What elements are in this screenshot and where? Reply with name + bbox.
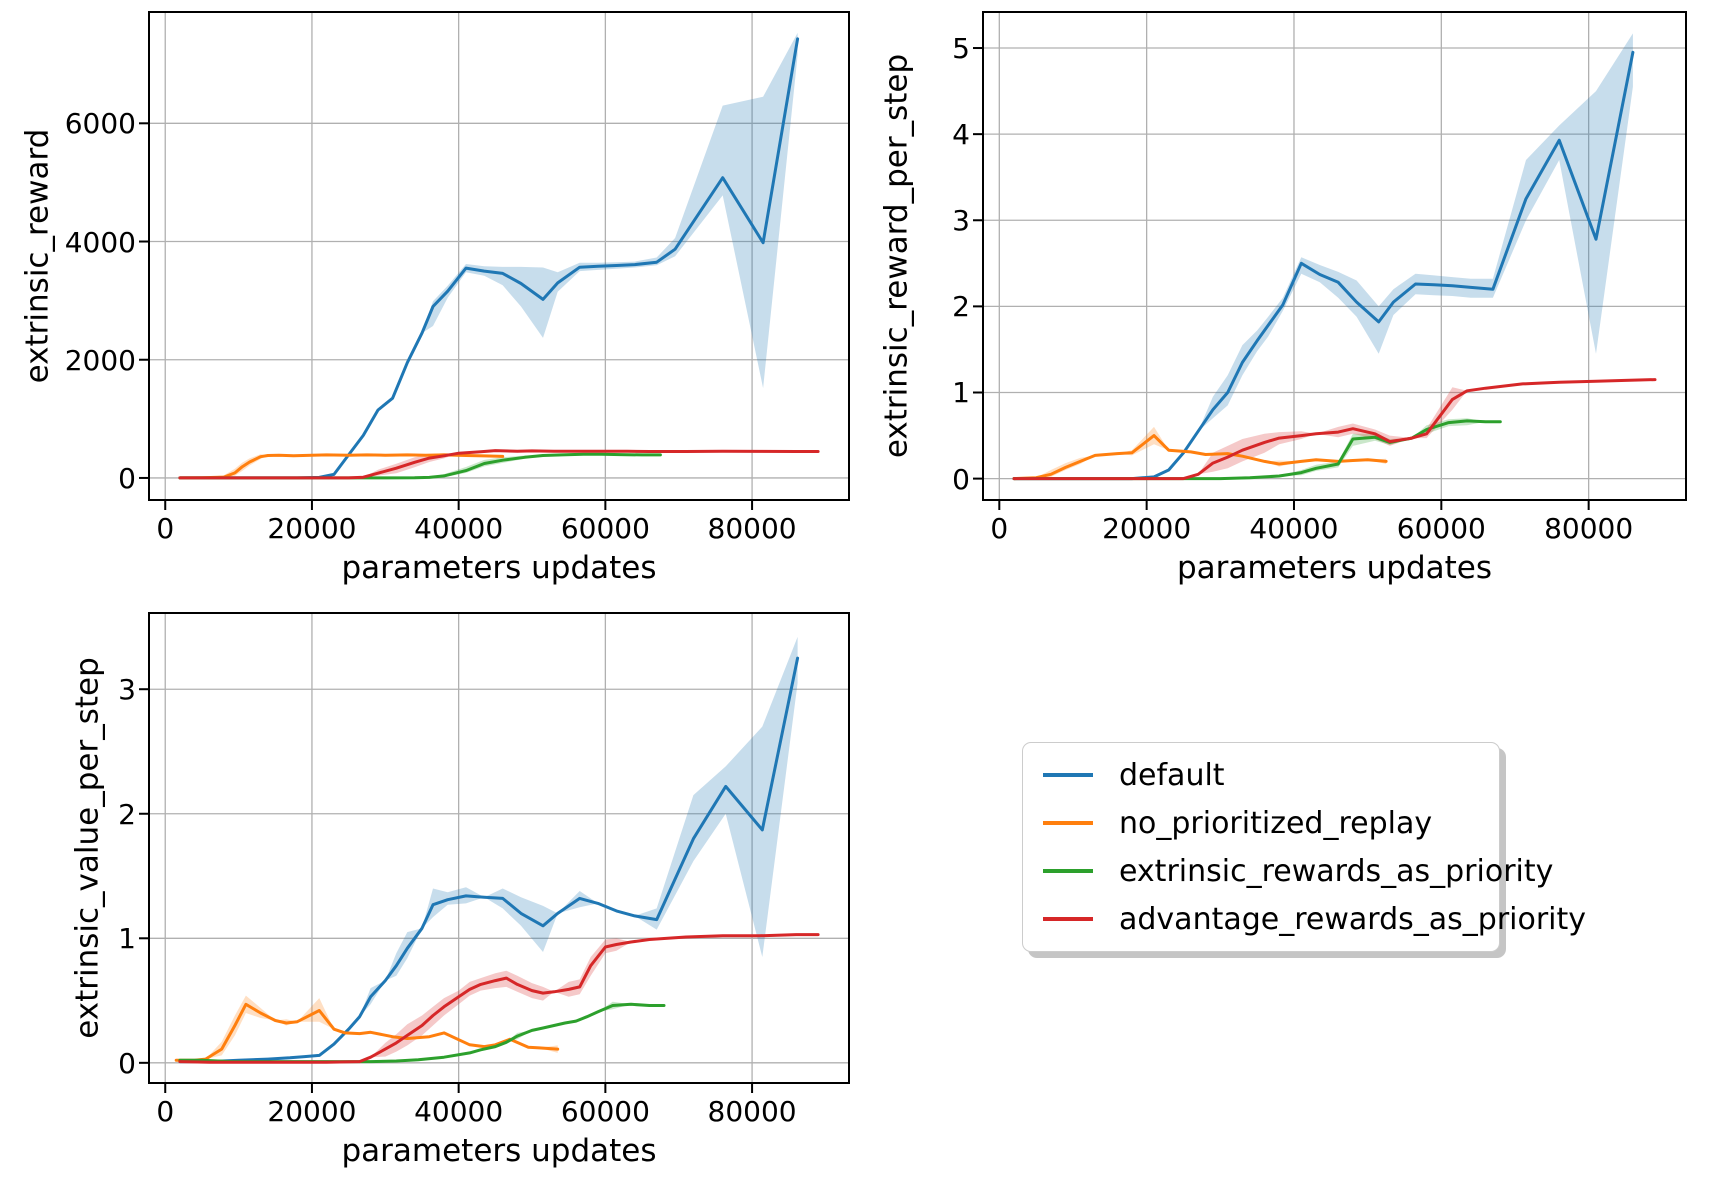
y-tick-label: 4 <box>952 118 970 152</box>
legend-label: extrinsic_rewards_as_priority <box>1119 853 1554 889</box>
x-tick-label: 0 <box>990 512 1009 545</box>
y-tick-label: 3 <box>952 204 970 238</box>
confidence-band-default <box>179 32 798 478</box>
series-line-advantage_rewards_as_priority <box>178 933 820 1064</box>
x-tick-label: 0 <box>156 512 175 545</box>
x-tick-label: 80000 <box>707 512 797 545</box>
series-line-default <box>178 37 800 480</box>
legend-item-no-prioritized-replay: no_prioritized_replay <box>1023 807 1499 840</box>
y-tick-label: 2000 <box>64 343 136 377</box>
x-axis-label: parameters updates <box>341 1133 657 1169</box>
legend-item-advantage-rewards-as-priority: advantage_rewards_as_priority <box>1023 903 1586 936</box>
x-tick-label: 40000 <box>414 512 504 545</box>
y-tick-label: 1 <box>952 376 970 410</box>
legend-label: advantage_rewards_as_priority <box>1119 901 1587 937</box>
y-tick-label: 6000 <box>64 107 136 141</box>
x-axis-label: parameters updates <box>1176 550 1493 586</box>
axes-spines <box>982 11 1687 501</box>
series-line-advantage_rewards_as_priority <box>178 449 820 480</box>
x-tick-label: 60000 <box>560 512 650 545</box>
axes-spines <box>148 11 850 501</box>
plot-area-extrinsic-reward-per-step <box>973 11 1687 510</box>
x-tick-label: 80000 <box>1544 512 1634 545</box>
y-tick-label: 0 <box>118 1046 136 1080</box>
axes-spines <box>148 612 850 1084</box>
legend: default no_prioritized_replay extrinsic_… <box>1022 742 1586 952</box>
legend-item-extrinsic-rewards-as-priority: extrinsic_rewards_as_priority <box>1023 855 1553 888</box>
confidence-band-advantage_rewards_as_priority <box>1014 379 1655 479</box>
x-axis-label: parameters updates <box>341 550 657 586</box>
x-tick-label: 80000 <box>707 1095 797 1128</box>
confidence-band-default <box>179 636 798 1062</box>
y-tick-label: 1 <box>118 922 136 956</box>
y-tick-label: 0 <box>118 461 136 495</box>
series-line-advantage_rewards_as_priority <box>1012 378 1657 481</box>
x-tick-label: 0 <box>156 1095 175 1128</box>
x-tick-label: 40000 <box>1249 512 1339 545</box>
legend-line-swatch <box>1043 869 1093 873</box>
legend-label: no_prioritized_replay <box>1119 805 1433 841</box>
legend-line-swatch <box>1043 821 1093 825</box>
x-tick-label: 20000 <box>1102 512 1192 545</box>
confidence-band-default <box>1014 33 1633 479</box>
plot-area-extrinsic-value-per-step <box>139 612 850 1093</box>
legend-item-default: default <box>1023 759 1499 792</box>
y-axis-label: extrinsic_reward_per_step <box>878 53 915 459</box>
y-tick-label: 2 <box>118 797 136 831</box>
y-tick-label: 4000 <box>64 225 136 259</box>
series-line-no_prioritized_replay <box>178 453 505 480</box>
y-axis-label: extrinsic_reward <box>19 128 56 384</box>
confidence-band-extrinsic_rewards_as_priority <box>179 1001 664 1062</box>
x-tick-label: 40000 <box>414 1095 504 1128</box>
y-tick-label: 5 <box>952 32 970 66</box>
y-tick-label: 0 <box>952 462 970 496</box>
y-tick-label: 3 <box>118 673 136 707</box>
series-line-no_prioritized_replay <box>174 1002 560 1062</box>
series-line-default <box>1012 50 1635 481</box>
y-tick-label: 2 <box>952 290 970 324</box>
legend-line-swatch <box>1043 773 1093 777</box>
confidence-band-extrinsic_rewards_as_priority <box>1014 418 1501 479</box>
legend-label: default <box>1119 757 1225 793</box>
legend-line-swatch <box>1043 917 1093 921</box>
series-line-default <box>178 656 800 1064</box>
x-tick-label: 60000 <box>560 1095 650 1128</box>
series-line-no_prioritized_replay <box>1012 434 1388 481</box>
x-tick-label: 20000 <box>267 1095 357 1128</box>
plot-area-extrinsic-reward <box>139 11 850 510</box>
x-tick-label: 60000 <box>1396 512 1486 545</box>
y-axis-label: extrinsic_value_per_step <box>69 657 106 1039</box>
x-tick-label: 20000 <box>267 512 357 545</box>
